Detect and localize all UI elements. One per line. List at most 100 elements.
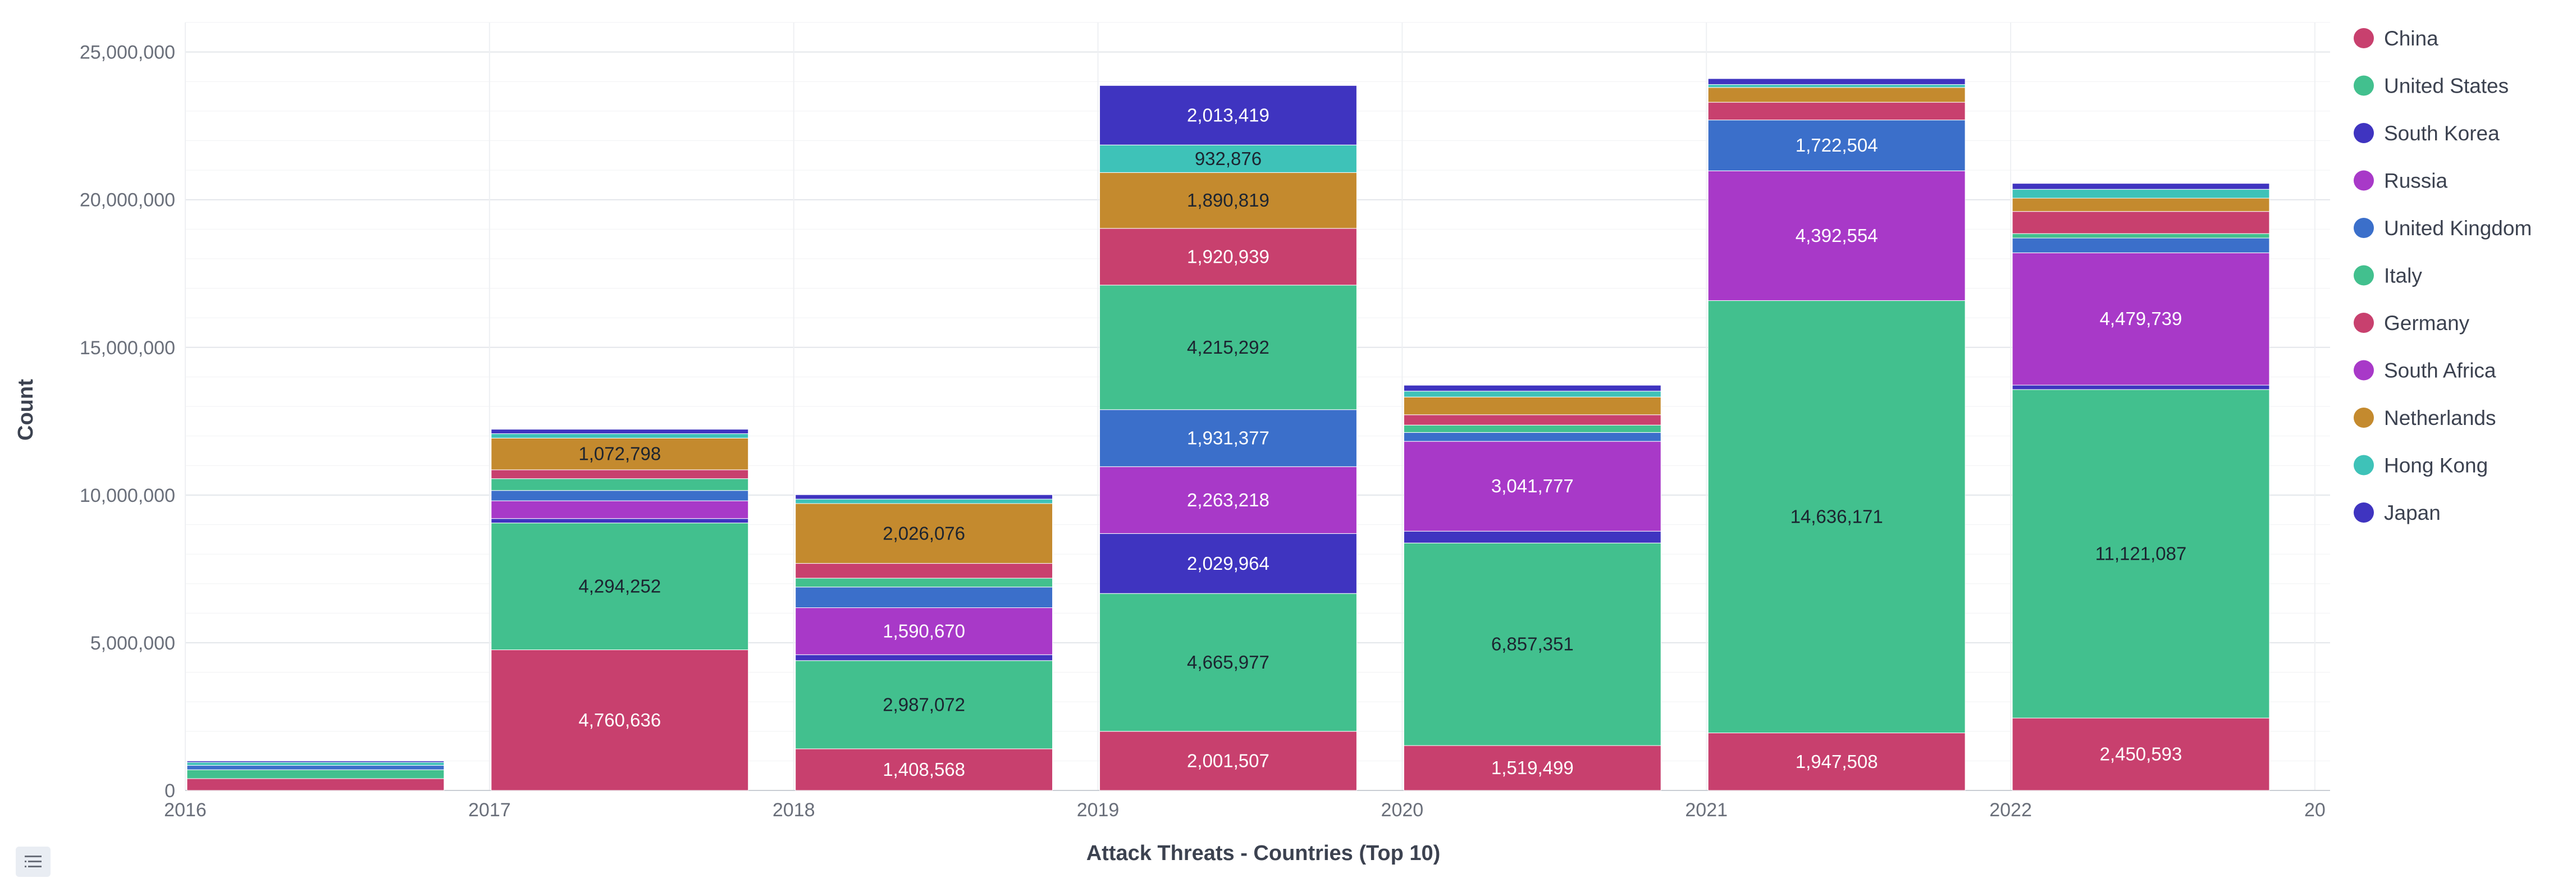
bar-segment[interactable] — [491, 429, 749, 435]
legend-item-label[interactable]: Japan — [2384, 501, 2441, 524]
legend-swatch[interactable] — [2354, 123, 2374, 143]
bar-segment[interactable] — [491, 523, 749, 651]
bar-segment[interactable] — [186, 760, 445, 763]
legend-item-label[interactable]: China — [2384, 27, 2438, 50]
bar-segment[interactable] — [1403, 424, 1661, 433]
bar-segment[interactable] — [795, 748, 1053, 791]
bar-segment[interactable] — [795, 499, 1053, 504]
bar-segment[interactable] — [491, 433, 749, 438]
bar-segment[interactable] — [2012, 237, 2270, 253]
bar-value-label: 2,987,072 — [883, 694, 965, 715]
legend-swatch[interactable] — [2354, 502, 2374, 523]
bar-segment[interactable] — [2012, 198, 2270, 212]
bar-segment[interactable] — [186, 769, 445, 779]
bar-segment[interactable] — [491, 437, 749, 470]
bar-segment[interactable] — [1707, 170, 1966, 301]
bar-segment[interactable] — [1099, 85, 1357, 145]
bar-segment[interactable] — [491, 500, 749, 519]
bar-segment[interactable] — [795, 654, 1053, 661]
bar-value-label: 11,121,087 — [2095, 543, 2187, 564]
bar-segment[interactable] — [1099, 285, 1357, 410]
bar-segment[interactable] — [2012, 183, 2270, 190]
bar-segment[interactable] — [795, 660, 1053, 749]
bar-segment[interactable] — [186, 778, 445, 791]
bar-segment[interactable] — [1403, 441, 1661, 532]
legend-item-label[interactable]: South Korea — [2384, 122, 2500, 145]
bar-value-label: 4,760,636 — [578, 710, 661, 730]
x-axis-title: Attack Threats - Countries (Top 10) — [1086, 842, 1441, 865]
bar-segment[interactable] — [1707, 120, 1966, 171]
bar-segment[interactable] — [2012, 211, 2270, 234]
bar-segment[interactable] — [1099, 409, 1357, 467]
bar-value-label: 932,876 — [1195, 148, 1262, 169]
x-tick-label: 2017 — [468, 799, 511, 821]
bar-segment[interactable] — [1707, 733, 1966, 791]
bar-segment[interactable] — [1707, 87, 1966, 103]
bar-segment[interactable] — [2012, 189, 2270, 199]
legend-swatch[interactable] — [2354, 265, 2374, 286]
bar-segment[interactable] — [2012, 717, 2270, 791]
legend-item-label[interactable]: South Africa — [2384, 359, 2496, 382]
legend-item-label[interactable]: Germany — [2384, 312, 2470, 335]
bar-segment[interactable] — [1403, 414, 1661, 426]
bar-value-label: 3,041,777 — [1491, 475, 1574, 496]
bar-value-label: 2,013,419 — [1187, 104, 1269, 125]
bar-segment[interactable] — [186, 765, 445, 770]
bar-segment[interactable] — [491, 490, 749, 501]
bar-segment[interactable] — [1707, 84, 1966, 88]
bar-segment[interactable] — [795, 607, 1053, 655]
bar-segment[interactable] — [795, 587, 1053, 609]
bar-segment[interactable] — [795, 494, 1053, 500]
bar-segment[interactable] — [1403, 531, 1661, 543]
bar-segment[interactable] — [491, 478, 749, 491]
bar-segment[interactable] — [795, 578, 1053, 588]
legend-swatch[interactable] — [2354, 218, 2374, 238]
legend-item-label[interactable]: Russia — [2384, 170, 2448, 193]
legend-item-label[interactable]: United States — [2384, 75, 2509, 98]
bar-segment[interactable] — [2012, 385, 2270, 390]
bar-value-label: 4,665,977 — [1187, 652, 1269, 673]
bar-segment[interactable] — [795, 563, 1053, 579]
bar-segment[interactable] — [1707, 300, 1966, 734]
bar-segment[interactable] — [2012, 233, 2270, 239]
legend-swatch[interactable] — [2354, 360, 2374, 381]
legend-swatch[interactable] — [2354, 75, 2374, 96]
legend-swatch[interactable] — [2354, 455, 2374, 475]
legend-item-label[interactable]: United Kingdom — [2384, 217, 2532, 240]
bar-segment[interactable] — [1403, 432, 1661, 442]
bar-segment[interactable] — [1099, 593, 1357, 732]
bar-segment[interactable] — [1403, 542, 1661, 746]
bar-segment[interactable] — [1707, 78, 1966, 85]
legend-swatch[interactable] — [2354, 170, 2374, 191]
bar-segment[interactable] — [1099, 466, 1357, 534]
x-tick-label: 2020 — [1381, 799, 1424, 821]
bar-segment[interactable] — [491, 518, 749, 524]
bar-segment[interactable] — [2012, 389, 2270, 719]
legend-item-label[interactable]: Netherlands — [2384, 406, 2496, 429]
bar-segment[interactable] — [491, 650, 749, 791]
bar-segment[interactable] — [1707, 102, 1966, 121]
legend-swatch[interactable] — [2354, 28, 2374, 48]
bar-segment[interactable] — [1099, 731, 1357, 791]
bar-segment[interactable] — [491, 469, 749, 479]
bar-segment[interactable] — [2012, 252, 2270, 386]
bar-segment[interactable] — [1403, 391, 1661, 397]
legend-toggle-button[interactable] — [16, 847, 51, 877]
y-tick-label: 5,000,000 — [90, 633, 175, 654]
bar-segment[interactable] — [1099, 533, 1357, 594]
bar-segment[interactable] — [795, 503, 1053, 564]
legend-swatch[interactable] — [2354, 313, 2374, 333]
bar-segment[interactable] — [186, 762, 445, 766]
legend-item-label[interactable]: Hong Kong — [2384, 454, 2488, 477]
bar-segment[interactable] — [1099, 172, 1357, 229]
bar-segment[interactable] — [1403, 396, 1661, 415]
bar-segment[interactable] — [1099, 228, 1357, 286]
bar-segment[interactable] — [1403, 745, 1661, 791]
bar-value-label: 14,636,171 — [1791, 506, 1883, 527]
legend-swatch[interactable] — [2354, 408, 2374, 428]
legend-item-label[interactable]: Italy — [2384, 264, 2422, 287]
bar-labels: 4,760,636 4,294,252 1,072,798 1,408,568 2,98… — [578, 104, 2186, 780]
bar-value-label: 1,947,508 — [1796, 751, 1878, 772]
bar-segment[interactable] — [1403, 385, 1661, 392]
